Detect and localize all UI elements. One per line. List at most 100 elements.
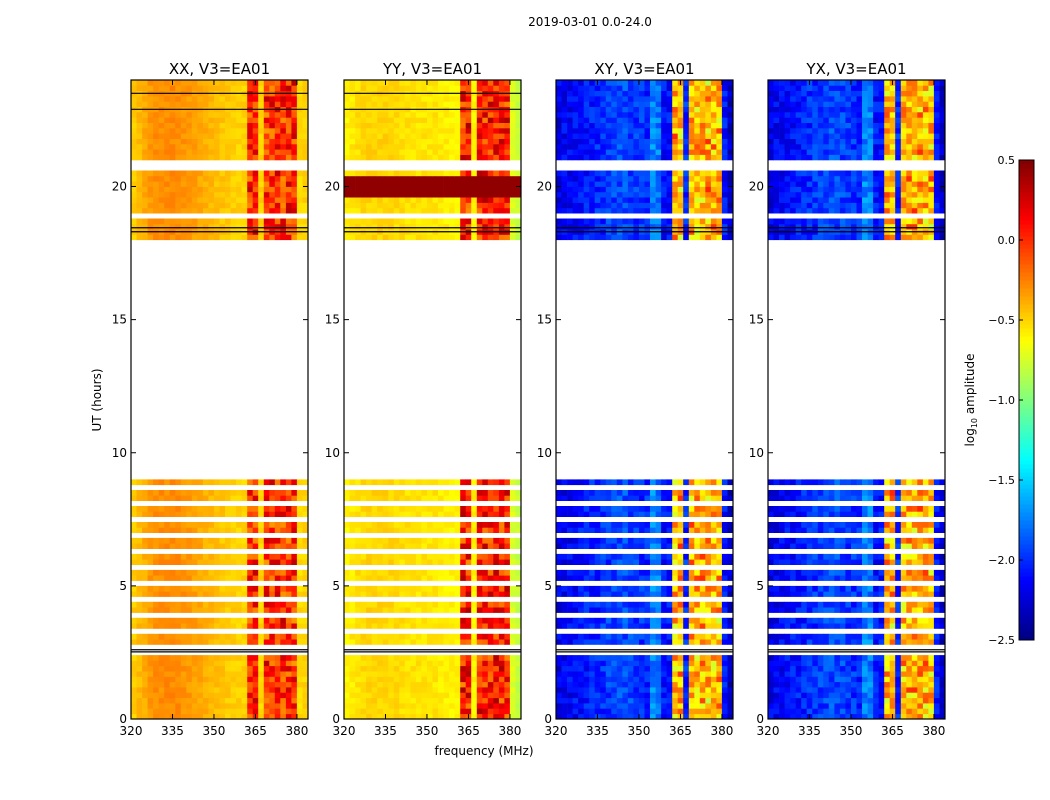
- heatmap-cell: [393, 197, 400, 203]
- heatmap-cell: [449, 154, 455, 161]
- heatmap-cell: [438, 186, 444, 193]
- heatmap-cell: [355, 575, 361, 581]
- heatmap-cell: [388, 85, 395, 91]
- heatmap-cell: [465, 154, 472, 161]
- heatmap-cell: [158, 660, 165, 667]
- heatmap-cell: [280, 495, 287, 501]
- heatmap-cell: [465, 601, 472, 608]
- heatmap-cell: [360, 511, 367, 517]
- heatmap-cell: [438, 202, 444, 209]
- heatmap-cell: [147, 191, 154, 198]
- heatmap-cell: [589, 623, 596, 629]
- heatmap-cell: [252, 138, 259, 145]
- heatmap-cell: [611, 569, 618, 576]
- heatmap-cell: [247, 655, 254, 661]
- heatmap-cell: [655, 708, 662, 715]
- heatmap-cell: [302, 143, 309, 150]
- heatmap-cell: [296, 527, 303, 533]
- heatmap-cell: [487, 202, 494, 209]
- heatmap-cell: [476, 181, 483, 187]
- heatmap-cell: [258, 207, 265, 214]
- heatmap-cell: [164, 186, 171, 193]
- heatmap-cell: [366, 101, 372, 107]
- heatmap-cell: [186, 671, 193, 677]
- heatmap-cell: [699, 671, 706, 677]
- heatmap-cell: [699, 708, 706, 715]
- heatmap-cell: [382, 697, 389, 704]
- heatmap-cell: [438, 671, 444, 677]
- heatmap-cell: [263, 681, 270, 688]
- heatmap-cell: [349, 85, 356, 91]
- heatmap-cell: [247, 639, 254, 645]
- heatmap-cell: [449, 133, 455, 139]
- heatmap-cell: [666, 506, 673, 512]
- plot-frame: [130, 79, 309, 720]
- heatmap-cell: [683, 665, 690, 672]
- heatmap-cell: [427, 479, 433, 486]
- heatmap-cell: [269, 207, 276, 214]
- heatmap-cell: [710, 543, 717, 549]
- heatmap-cell: [202, 553, 209, 560]
- heatmap-cell: [269, 676, 276, 683]
- heatmap-cell: [633, 527, 640, 533]
- heatmap-cell: [225, 511, 231, 517]
- heatmap-cell: [169, 655, 176, 661]
- heatmap-cell: [214, 617, 220, 624]
- heatmap-cell: [296, 170, 303, 177]
- heatmap-cell: [280, 553, 287, 560]
- heatmap-cell: [263, 127, 270, 134]
- heatmap-cell: [186, 223, 193, 230]
- heatmap-cell: [366, 80, 372, 86]
- heatmap-cell: [683, 703, 690, 709]
- heatmap-cell: [476, 223, 483, 230]
- heatmap-cell: [393, 553, 400, 560]
- heatmap-cell: [404, 101, 411, 107]
- heatmap-cell: [605, 687, 612, 693]
- heatmap-cell: [147, 607, 154, 613]
- heatmap-cell: [509, 490, 516, 496]
- heatmap-cell: [388, 96, 395, 102]
- heatmap-cell: [280, 623, 287, 629]
- heatmap-cell: [493, 154, 500, 161]
- heatmap-cell: [583, 708, 590, 715]
- heatmap-cell: [382, 537, 389, 544]
- heatmap-cell: [410, 687, 417, 693]
- heatmap-cell: [465, 633, 472, 640]
- heatmap-cell: [578, 506, 584, 512]
- heatmap-cell: [471, 708, 478, 715]
- heatmap-cell: [432, 671, 439, 677]
- heatmap-cell: [230, 149, 237, 155]
- heatmap-cell: [710, 559, 717, 565]
- heatmap-cell: [438, 138, 444, 145]
- heatmap-cell: [627, 585, 634, 592]
- heatmap-cell: [197, 495, 204, 501]
- heatmap-cell: [421, 133, 428, 139]
- heatmap-cell: [225, 639, 231, 645]
- heatmap-cell: [716, 692, 723, 699]
- heatmap-cell: [180, 80, 187, 86]
- heatmap-cell: [421, 207, 428, 214]
- heatmap-cell: [158, 149, 165, 155]
- heatmap-cell: [589, 617, 596, 624]
- heatmap-cell: [449, 234, 455, 241]
- heatmap-cell: [727, 527, 734, 533]
- heatmap-cell: [285, 80, 292, 86]
- heatmap-cell: [622, 585, 629, 592]
- heatmap-cell: [699, 655, 706, 661]
- heatmap-cell: [465, 703, 472, 709]
- heatmap-cell: [556, 234, 562, 241]
- heatmap-cell: [197, 479, 204, 486]
- heatmap-cell: [269, 623, 276, 629]
- heatmap-cell: [377, 665, 384, 672]
- heatmap-cell: [360, 585, 367, 592]
- heatmap-cell: [169, 692, 176, 699]
- heatmap-cell: [296, 506, 303, 512]
- heatmap-cell: [443, 671, 450, 677]
- heatmap-cell: [666, 543, 673, 549]
- heatmap-cell: [415, 117, 422, 123]
- heatmap-cell: [644, 537, 651, 544]
- heatmap-cell: [214, 207, 220, 214]
- heatmap-cell: [594, 601, 601, 608]
- heatmap-cell: [605, 697, 612, 704]
- heatmap-cell: [371, 655, 378, 661]
